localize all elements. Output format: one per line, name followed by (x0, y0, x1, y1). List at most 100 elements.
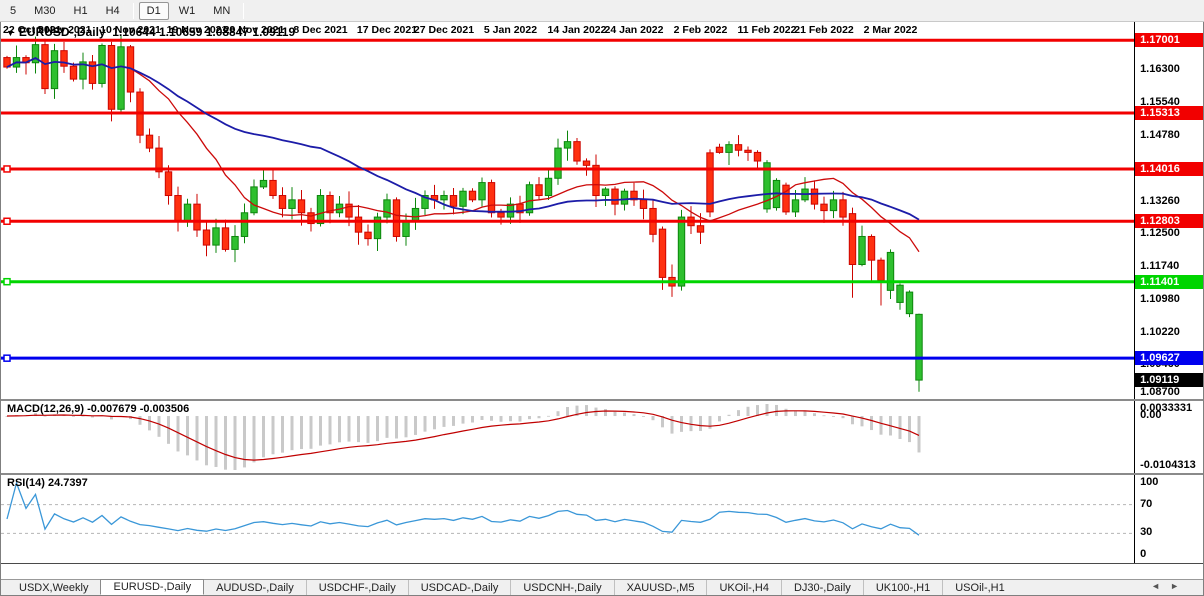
rsi-plot: RSI(14) 24.7397 (1, 475, 1135, 563)
macd-histogram-bar (794, 410, 797, 417)
macd-histogram-bar (395, 416, 398, 439)
chart-tab[interactable]: USOil-,H1 (942, 580, 1017, 595)
level-anchor-marker[interactable] (3, 165, 11, 173)
macd-histogram-bar (309, 416, 313, 449)
chart-tab[interactable]: XAUUSD-,M5 (613, 580, 707, 595)
macd-histogram-bar (499, 416, 503, 422)
level-anchor-marker[interactable] (3, 277, 11, 286)
macd-histogram-bar (186, 416, 189, 456)
level-anchor-marker[interactable] (3, 354, 11, 362)
candle-body (544, 177, 553, 197)
macd-histogram-bar (81, 415, 85, 417)
candle-body (905, 291, 914, 315)
chart-tab[interactable]: UKOil-,H4 (706, 580, 781, 595)
timeframe-toolbar: 5 M30 H1 H4 D1 W1 MN (0, 0, 1204, 22)
timeframe-button-m30[interactable]: M30 (26, 2, 63, 20)
candle-body (677, 216, 686, 287)
candle-body (810, 188, 819, 205)
candle-body (858, 235, 866, 265)
price-tick-label: 1.15540 (1140, 96, 1180, 109)
candle-body (715, 146, 724, 153)
macd-histogram-bar (414, 416, 417, 435)
timeframe-button-h1[interactable]: H1 (66, 2, 96, 20)
macd-histogram-bar (167, 416, 170, 444)
candle-body (202, 229, 211, 246)
timeframe-button-mn[interactable]: MN (205, 2, 238, 20)
chart-tab[interactable]: DJ30-,Daily (780, 580, 863, 595)
candle-body (259, 179, 268, 188)
candle-body (620, 190, 629, 205)
tab-scroll-arrows[interactable]: ◄► (1151, 581, 1189, 591)
candle-body (221, 227, 230, 250)
chart-tab[interactable]: USDX,Weekly (19, 581, 89, 594)
chart-tab[interactable]: USDCNH-,Daily (510, 580, 613, 595)
price-tick-label: 1.12500 (1140, 227, 1180, 240)
macd-canvas (5, 404, 921, 470)
date-axis-label: 11 Feb 2022 (737, 24, 797, 36)
timeframe-button-w1[interactable]: W1 (171, 2, 204, 20)
macd-histogram-bar (651, 416, 655, 421)
candle-body (250, 186, 258, 214)
macd-panel-row: MACD(12,26,9) -0.007679 -0.003506 0.0033… (1, 399, 1203, 473)
macd-histogram-bar (157, 416, 161, 437)
candle-body (354, 216, 363, 233)
macd-histogram-bar (290, 416, 294, 451)
candle-body (753, 151, 762, 162)
candle-body (478, 182, 486, 201)
macd-histogram-bar (556, 411, 560, 417)
macd-axis-min-label: -0.0104313 (1140, 459, 1196, 471)
macd-histogram-bar (5, 416, 9, 417)
macd-histogram-bar (357, 416, 360, 443)
macd-histogram-bar (547, 415, 550, 417)
macd-histogram-bar (433, 416, 436, 430)
price-tick-label: 1.10980 (1140, 292, 1180, 305)
timeframe-button-h4[interactable]: H4 (98, 2, 128, 20)
macd-histogram-bar (43, 415, 47, 417)
macd-histogram-bar (72, 416, 75, 417)
main-chart-row: ▼ EURUSD-,Daily 1.10644 1.10659 1.08847 1… (1, 22, 1203, 399)
macd-histogram-bar (376, 416, 379, 442)
date-axis-label: 27 Dec 2021 (413, 24, 475, 36)
candle-body (877, 259, 885, 281)
macd-histogram-bar (917, 416, 921, 453)
chart-tab[interactable]: USDCAD-,Daily (407, 580, 511, 595)
timeframe-button-5[interactable]: 5 (2, 2, 24, 20)
macd-histogram-bar (870, 416, 873, 431)
macd-histogram-bar (832, 416, 835, 417)
timeframe-button-d1[interactable]: D1 (138, 1, 169, 20)
candle-body (791, 199, 800, 213)
macd-histogram-bar (385, 416, 389, 438)
candle-body (563, 141, 572, 149)
macd-histogram-bar (148, 416, 151, 431)
candle-body (60, 50, 68, 67)
chart-tab[interactable]: UK100-,H1 (862, 580, 942, 595)
price-tick-label: 1.11740 (1140, 260, 1180, 273)
candle-body (582, 160, 591, 166)
macd-histogram-bar (34, 413, 37, 417)
level-anchor-marker[interactable] (3, 217, 11, 226)
chart-tab[interactable]: EURUSD-,Daily (100, 579, 205, 595)
macd-histogram-bar (195, 416, 199, 461)
macd-histogram-bar (756, 405, 759, 417)
price-level-badge: 1.09627 (1135, 351, 1203, 366)
chart-tab[interactable]: AUDUSD-,Daily (216, 581, 294, 594)
macd-axis: 0.0033331 0.00 -0.0104313 (1134, 401, 1203, 473)
macd-histogram-bar (708, 416, 712, 429)
rsi-label: RSI(14) 24.7397 (7, 477, 88, 489)
candle-body (278, 195, 287, 209)
candle-body (50, 50, 59, 90)
toolbar-separator (243, 2, 245, 19)
candle-body (459, 190, 467, 207)
candle-body (212, 227, 220, 246)
candle-body (658, 228, 667, 278)
collapse-indicator-icon[interactable]: ▼ (6, 28, 15, 38)
macd-histogram-bar (271, 416, 275, 455)
current-price-badge: 1.09119 (1135, 373, 1203, 388)
candle-body (487, 182, 496, 214)
macd-histogram-bar (110, 416, 113, 420)
chart-tab[interactable]: USDCHF-,Daily (305, 580, 408, 595)
chart-symbol-label: EURUSD-,Daily (18, 25, 106, 39)
rsi-canvas (1, 480, 1135, 536)
macd-histogram-bar (898, 416, 902, 439)
candle-body (155, 147, 163, 173)
